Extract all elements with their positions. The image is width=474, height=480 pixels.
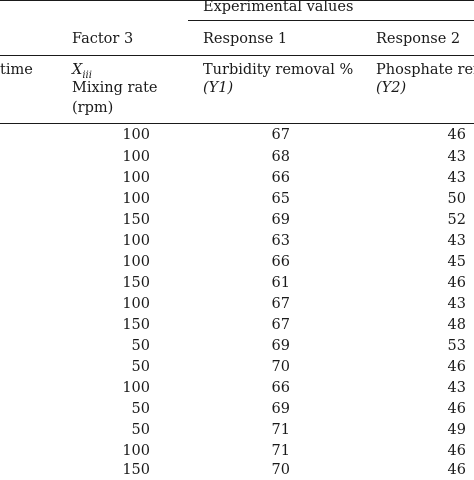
phosphate-removal-cell: 50 [447,191,466,207]
phosphate-removal-cell: 43 [447,149,466,165]
phosphate-removal-cell: 46 [447,401,466,417]
table-row: 50 69 46 [0,399,474,419]
table-row: 50 69 53 [0,336,474,356]
turbidity-removal-cell: 70 [271,462,290,478]
mixing-rate-cell: 50 [131,359,150,375]
phosphate-removal-cell: 43 [447,233,466,249]
mixing-rate-cell: 100 [122,127,150,143]
mixing-rate-cell: 150 [122,317,150,333]
turbidity-removal-cell: 67 [271,296,290,312]
mixing-rate-cell: 100 [122,233,150,249]
phosphate-removal-cell: 49 [447,422,466,438]
turbidity-removal-cell: 69 [271,338,290,354]
turbidity-removal-cell: 69 [271,212,290,228]
mixing-rate-cell: 50 [131,338,150,354]
phosphate-removal-cell: 43 [447,380,466,396]
experimental-values-heading: Experimental values [203,0,354,15]
table-row: 150 69 52 [0,210,474,230]
mixing-rate-cell: 100 [122,443,150,459]
mixing-rate-cell: 150 [122,462,150,478]
table-row: 100 67 46 [0,125,474,145]
phosphate-removal-cell: 45 [447,254,466,270]
table-row: 100 71 46 [0,441,474,461]
mixing-rate-cell: 100 [122,296,150,312]
turbidity-removal-cell: 69 [271,401,290,417]
phosphate-removal-cell: 46 [447,443,466,459]
mixing-rate-cell: 50 [131,401,150,417]
response2-symbol: (Y2) [376,80,407,96]
phosphate-removal-cell: 46 [447,275,466,291]
mixing-rate-cell: 100 [122,149,150,165]
turbidity-removal-cell: 68 [271,149,290,165]
response1-label: Response 1 [203,31,288,47]
mixing-rate-cell: 100 [122,191,150,207]
table-row: 100 67 43 [0,294,474,314]
turbidity-removal-cell: 66 [271,254,290,270]
table-row: 100 63 43 [0,231,474,251]
mixing-rate-cell: 100 [122,170,150,186]
group-underline-rule [188,20,474,21]
turbidity-removal-cell: 65 [271,191,290,207]
header-top-rule [0,0,474,1]
factor3-label: Factor 3 [72,31,134,47]
response1-symbol: (Y1) [203,80,234,96]
phosphate-removal-cell: 46 [447,127,466,143]
phosphate-removal-cell: 43 [447,296,466,312]
turbidity-removal-cell: 61 [271,275,290,291]
table-row: 150 67 48 [0,315,474,335]
table-row: 100 66 43 [0,378,474,398]
factor3-name-line1: Mixing rate [72,80,158,96]
turbidity-removal-cell: 71 [271,443,290,459]
turbidity-removal-cell: 71 [271,422,290,438]
time-header-fragment: time [0,62,33,78]
response2-name: Phosphate rem [376,62,474,78]
table-row: 50 71 49 [0,420,474,440]
mixing-rate-cell: 50 [131,422,150,438]
table-row: 50 70 46 [0,357,474,377]
phosphate-removal-cell: 52 [447,212,466,228]
response1-name: Turbidity removal % [203,62,354,78]
factor3-symbol: Xiii [72,62,92,81]
header-bottom-rule [0,123,474,124]
phosphate-removal-cell: 43 [447,170,466,186]
turbidity-removal-cell: 63 [271,233,290,249]
turbidity-removal-cell: 70 [271,359,290,375]
response2-label: Response 2 [376,31,461,47]
table-row: 150 61 46 [0,273,474,293]
mixing-rate-cell: 100 [122,380,150,396]
turbidity-removal-cell: 66 [271,170,290,186]
turbidity-removal-cell: 67 [271,317,290,333]
phosphate-removal-cell: 48 [447,317,466,333]
table-row: 100 65 50 [0,189,474,209]
subheader-rule [0,55,474,56]
mixing-rate-cell: 100 [122,254,150,270]
phosphate-removal-cell: 46 [447,462,466,478]
table-row: 150 70 46 [0,460,474,480]
mixing-rate-cell: 150 [122,212,150,228]
table-row: 100 68 43 [0,147,474,167]
phosphate-removal-cell: 46 [447,359,466,375]
table-row: 100 66 45 [0,252,474,272]
phosphate-removal-cell: 53 [447,338,466,354]
mixing-rate-cell: 150 [122,275,150,291]
turbidity-removal-cell: 67 [271,127,290,143]
turbidity-removal-cell: 66 [271,380,290,396]
table-row: 100 66 43 [0,168,474,188]
factor3-name-line2: (rpm) [72,100,114,116]
